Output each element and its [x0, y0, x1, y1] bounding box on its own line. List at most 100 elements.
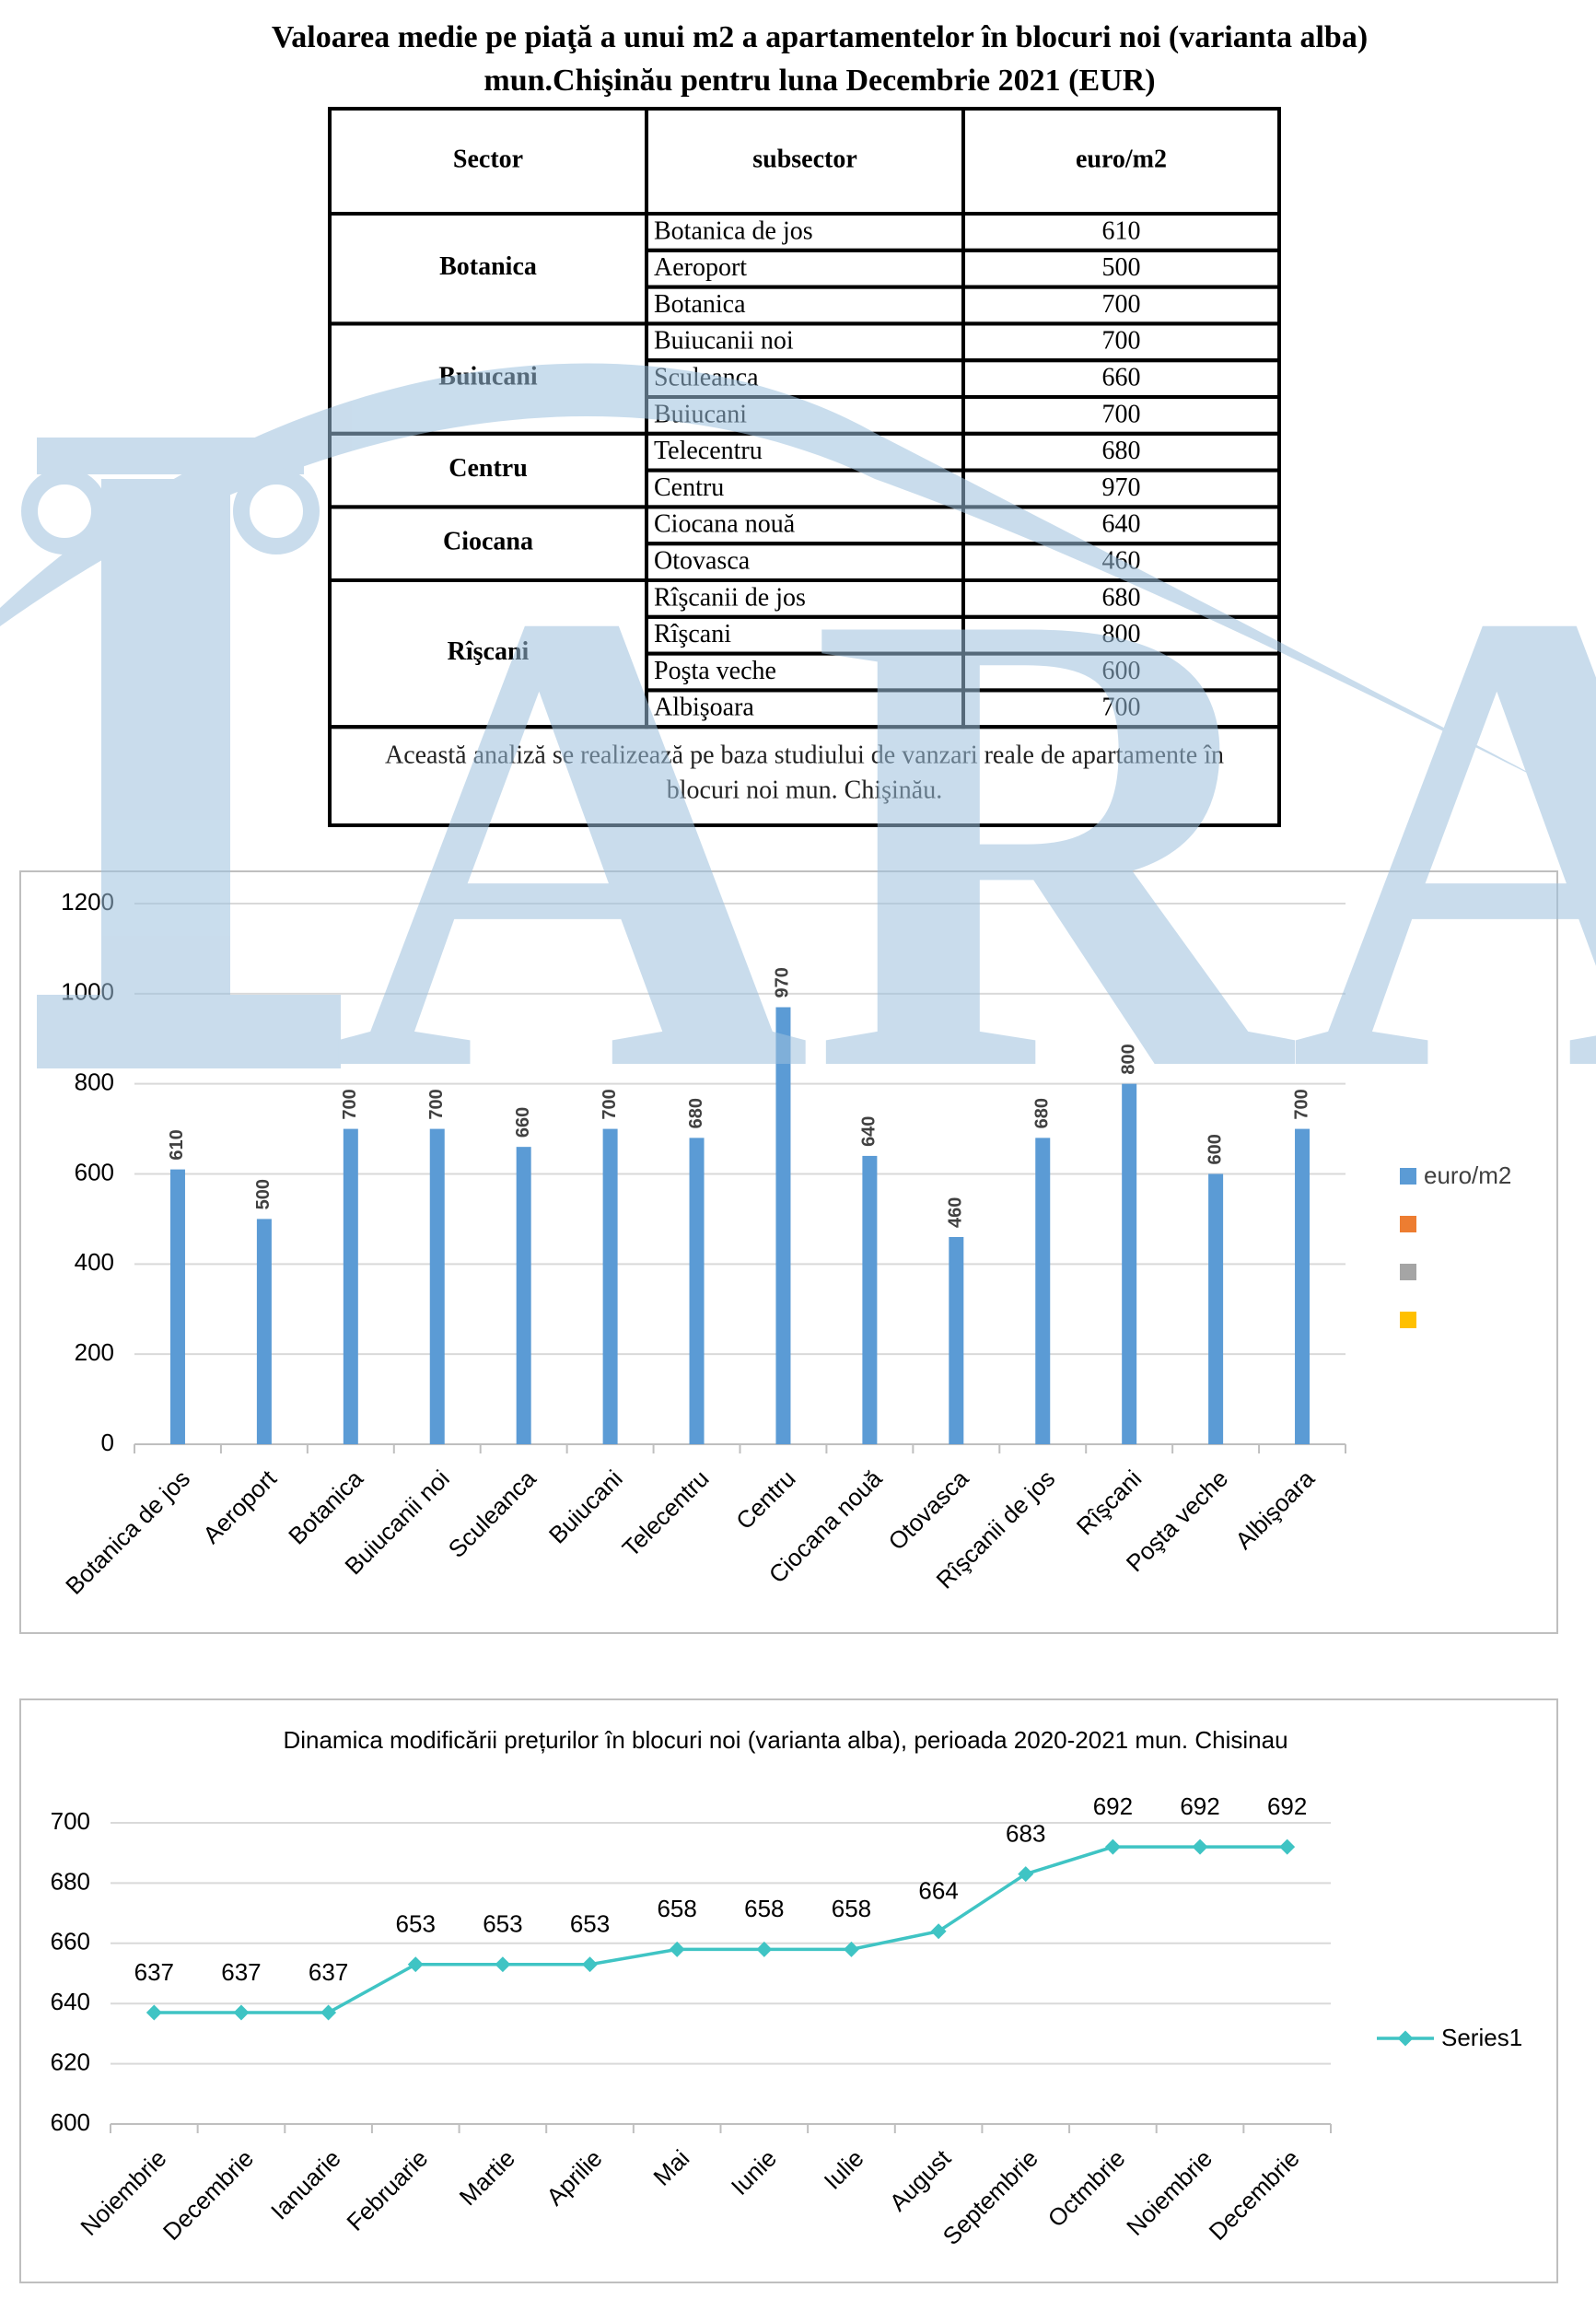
data-label: 658	[832, 1895, 871, 1922]
bar	[862, 1155, 878, 1444]
value-cell: 700	[1102, 290, 1141, 319]
data-label: 653	[396, 1910, 436, 1938]
data-label: 637	[221, 1958, 261, 1986]
y-tick-label: 640	[51, 1988, 90, 2015]
subsector-label: Telecentru	[654, 437, 763, 465]
y-tick-label: 200	[75, 1338, 114, 1366]
logo-volute	[21, 468, 108, 554]
x-tick-label: Iulie	[819, 2144, 869, 2195]
note-line: blocuri noi mun. Chişinău.	[667, 776, 942, 805]
data-label: 700	[600, 1089, 620, 1119]
subsector-label: Albişoara	[654, 694, 754, 722]
x-tick-label: Octmbrie	[1043, 2144, 1131, 2233]
point	[756, 1941, 773, 1957]
subsector-label: Poşta veche	[654, 657, 776, 685]
legend-label: Series1	[1441, 2024, 1522, 2051]
data-label: 700	[426, 1089, 447, 1119]
title-line: mun.Chişinău pentru luna Decembrie 2021 …	[483, 64, 1155, 98]
y-tick-label: 700	[51, 1807, 90, 1835]
bar	[516, 1147, 531, 1444]
point	[320, 2004, 337, 2021]
bar	[689, 1138, 705, 1444]
point	[1279, 1838, 1296, 1855]
subsector-label: Rîşcanii de jos	[654, 583, 806, 612]
data-label: 637	[134, 1958, 174, 1986]
point	[930, 1923, 947, 1940]
subsector-label: Sculeanca	[654, 364, 759, 392]
y-tick-label: 620	[51, 2048, 90, 2075]
x-tick-label: Buiucani	[543, 1465, 628, 1549]
value-cell: 610	[1102, 216, 1141, 245]
data-label: 664	[918, 1877, 958, 1905]
subsector-label: Botanica	[654, 290, 746, 319]
bar	[1208, 1173, 1224, 1444]
data-label: 692	[1180, 1792, 1219, 1820]
y-tick-label: 600	[51, 2108, 90, 2136]
sector-label: Centru	[449, 454, 528, 483]
value-cell: 640	[1102, 510, 1141, 539]
data-label: 653	[570, 1910, 610, 1938]
bar	[1295, 1128, 1311, 1444]
value-cell: 600	[1102, 657, 1141, 685]
bar	[775, 1007, 791, 1444]
chart-frame	[19, 870, 1558, 1634]
logo-base	[37, 995, 341, 1068]
logo-volute	[233, 468, 320, 554]
value-cell: 800	[1102, 620, 1141, 648]
x-tick-label: Rîşcani	[1071, 1465, 1147, 1541]
y-tick-label: 1200	[61, 888, 114, 916]
x-tick-label: Iunie	[726, 2144, 782, 2200]
x-tick-label: Aeroport	[197, 1464, 282, 1548]
legend-swatch	[1400, 1264, 1416, 1280]
point	[669, 1941, 685, 1957]
y-tick-label: 0	[101, 1429, 114, 1456]
subsector-label: Buiucanii noi	[654, 327, 794, 356]
x-tick-label: Aprilie	[541, 2144, 607, 2211]
x-tick-label: Mai	[647, 2144, 694, 2191]
value-cell: 660	[1102, 364, 1141, 392]
value-cell: 680	[1102, 437, 1141, 465]
bar	[1035, 1138, 1051, 1444]
sector-label: Buiucani	[438, 363, 538, 391]
bar	[602, 1128, 618, 1444]
y-tick-label: 660	[51, 1928, 90, 1955]
data-label: 700	[340, 1089, 360, 1119]
point	[495, 1956, 511, 1973]
legend-label: euro/m2	[1424, 1161, 1511, 1189]
x-tick-label: Martie	[454, 2144, 520, 2211]
x-tick-label: Septembrie	[938, 2144, 1043, 2250]
x-tick-label: Decembrie	[157, 2144, 259, 2246]
bar	[256, 1219, 272, 1444]
chart-title: Dinamica modificării prețurilor în blocu…	[283, 1726, 1287, 1754]
bar	[1122, 1083, 1137, 1444]
line-series	[154, 1845, 1287, 2014]
legend-swatch	[1400, 1216, 1416, 1232]
table-header: Sector	[453, 145, 523, 173]
table-header: euro/m2	[1076, 145, 1167, 173]
x-tick-label: Otovasca	[883, 1465, 974, 1556]
logo-column	[101, 479, 230, 1068]
value-cell: 460	[1102, 547, 1141, 576]
data-label: 610	[167, 1129, 187, 1160]
subsector-label: Aeroport	[654, 253, 747, 282]
value-cell: 700	[1102, 400, 1141, 428]
point	[1192, 1838, 1208, 1855]
data-label: 700	[1291, 1089, 1311, 1119]
x-tick-label: Telecentru	[617, 1465, 715, 1562]
subsector-label: Otovasca	[654, 547, 751, 576]
data-label: 653	[483, 1910, 522, 1938]
value-cell: 700	[1102, 327, 1141, 356]
value-cell: 680	[1102, 583, 1141, 612]
logo-capital	[37, 438, 304, 474]
x-tick-label: Ianuarie	[265, 2144, 346, 2225]
data-label: 800	[1118, 1044, 1138, 1074]
y-tick-label: 680	[51, 1867, 90, 1895]
data-label: 460	[946, 1197, 966, 1228]
data-label: 692	[1267, 1792, 1307, 1820]
x-tick-label: Februarie	[341, 2144, 433, 2236]
value-cell: 500	[1102, 253, 1141, 282]
point	[582, 1956, 599, 1973]
value-cell: 970	[1102, 473, 1141, 502]
